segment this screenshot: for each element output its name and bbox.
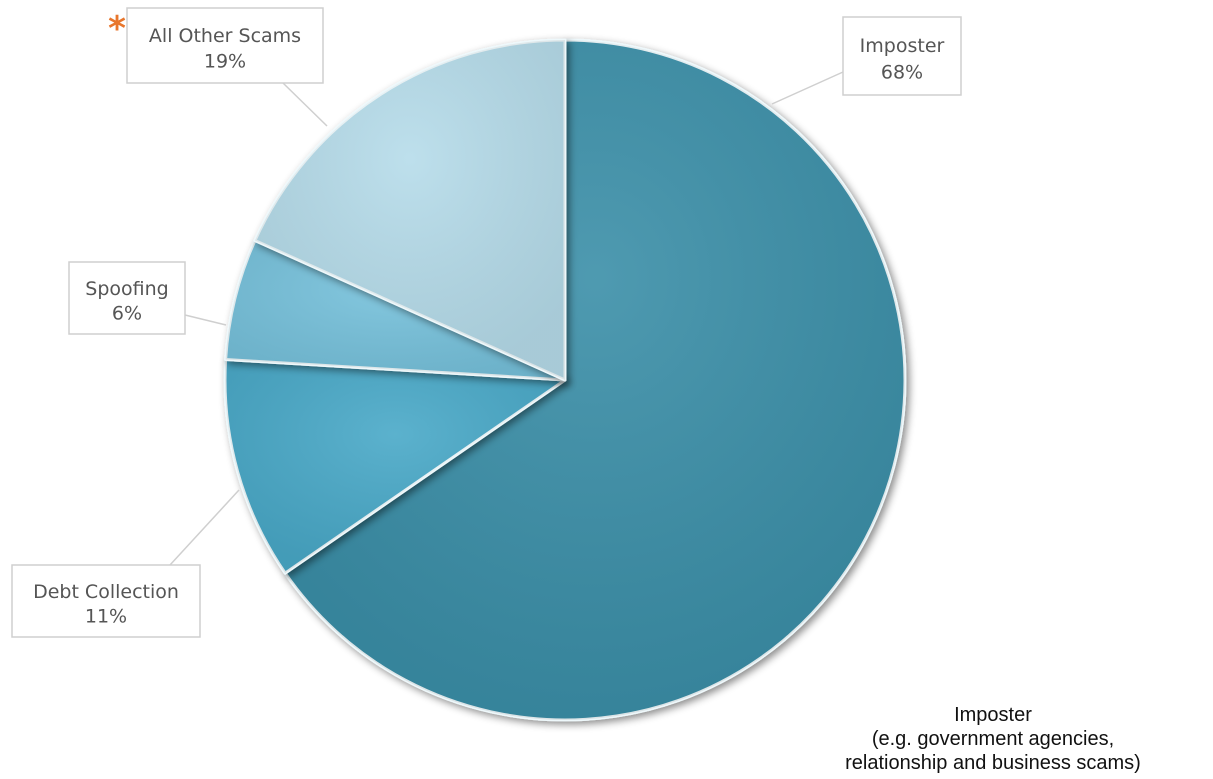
slice-label: Spoofing — [85, 278, 168, 300]
footnote-line-2: (e.g. government agencies, — [871, 728, 1115, 750]
leader-line — [771, 71, 844, 105]
callout-box — [842, 16, 962, 96]
leader-line — [282, 82, 328, 127]
footnote-line-3: relationship and business scams) — [845, 752, 1141, 774]
leader-line — [184, 314, 227, 326]
slice-value-label: 11% — [85, 605, 127, 627]
slice-label: Debt Collection — [33, 581, 179, 603]
callout-box — [126, 7, 324, 84]
imposter-footnote: Imposter (e.g. government agencies, rela… — [783, 703, 1203, 775]
callout-box — [68, 261, 186, 335]
callout-box — [11, 564, 201, 638]
slice-label: All Other Scams — [149, 25, 301, 47]
slice-label: Imposter — [860, 35, 945, 57]
leader-line — [169, 489, 240, 566]
pie-slices — [223, 38, 907, 722]
slice-value-label: 68% — [881, 62, 923, 84]
slice-value-label: 6% — [112, 302, 142, 324]
asterisk-marker: * — [108, 9, 126, 49]
footnote-line-1: Imposter — [954, 704, 1032, 726]
slice-value-label: 19% — [204, 51, 246, 73]
